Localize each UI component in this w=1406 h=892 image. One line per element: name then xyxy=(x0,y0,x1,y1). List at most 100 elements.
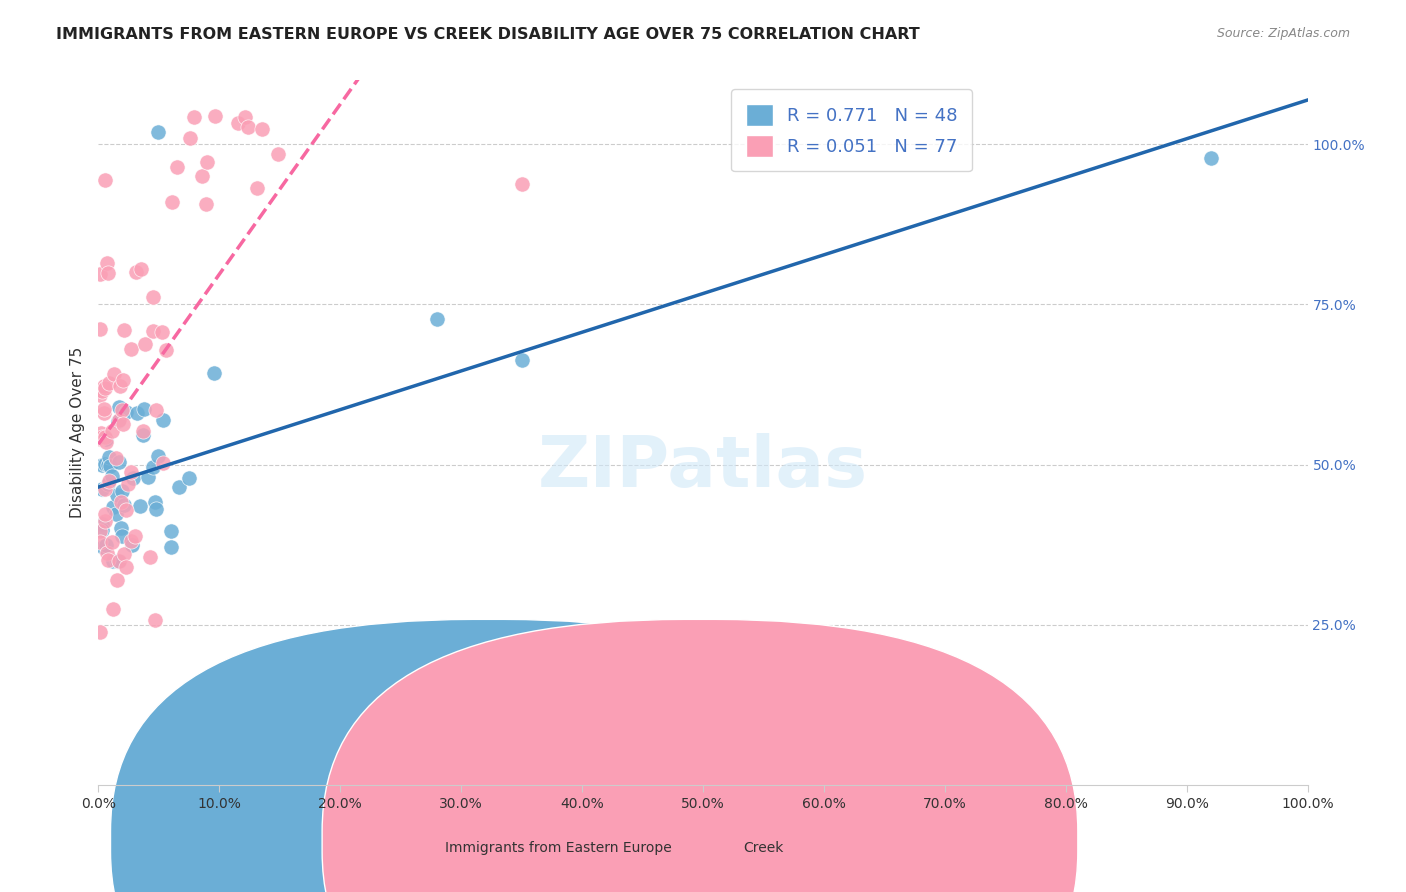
Point xyxy=(117,476,139,491)
Point xyxy=(152,456,174,470)
Point xyxy=(108,400,131,414)
Point xyxy=(91,430,114,444)
Point xyxy=(152,326,174,340)
Point xyxy=(134,337,156,351)
Point xyxy=(94,432,117,446)
Point xyxy=(143,495,166,509)
Point xyxy=(107,554,129,568)
Point xyxy=(120,533,142,548)
Point xyxy=(226,116,249,130)
Point xyxy=(233,110,256,124)
Point xyxy=(145,502,167,516)
Point xyxy=(194,197,217,211)
Point xyxy=(107,413,129,427)
Point xyxy=(121,538,143,552)
Point xyxy=(160,524,183,538)
Point xyxy=(94,457,117,471)
Point xyxy=(100,425,122,439)
Point xyxy=(510,353,533,368)
Point xyxy=(129,261,152,276)
Point xyxy=(142,325,165,339)
Point xyxy=(146,450,169,464)
Text: ZIPatlas: ZIPatlas xyxy=(538,434,868,502)
Point xyxy=(112,417,135,431)
Point xyxy=(110,495,132,509)
Point xyxy=(93,406,115,420)
Point xyxy=(191,169,214,183)
Point xyxy=(155,343,177,358)
Point xyxy=(108,554,131,568)
Legend: R = 0.771   N = 48, R = 0.051   N = 77: R = 0.771 N = 48, R = 0.051 N = 77 xyxy=(731,89,972,171)
Point xyxy=(124,529,146,543)
Point xyxy=(1199,151,1222,165)
Point xyxy=(94,507,117,521)
Point xyxy=(97,458,120,472)
Point xyxy=(89,388,111,402)
Point xyxy=(91,458,114,472)
Point xyxy=(177,471,200,485)
Point xyxy=(166,160,188,174)
Point xyxy=(112,323,135,337)
FancyBboxPatch shape xyxy=(111,619,866,892)
Point xyxy=(91,517,114,532)
Point xyxy=(104,451,127,466)
Point xyxy=(108,379,131,393)
Point xyxy=(89,432,111,446)
Point xyxy=(125,265,148,279)
Point xyxy=(97,475,120,489)
Point xyxy=(183,111,205,125)
Point xyxy=(202,366,225,380)
Point xyxy=(100,534,122,549)
Point xyxy=(93,514,115,528)
Point xyxy=(107,414,129,428)
Point xyxy=(89,524,111,538)
Point xyxy=(97,266,120,280)
Point xyxy=(103,367,125,381)
Point xyxy=(112,373,135,387)
Point xyxy=(94,381,117,395)
Point xyxy=(111,402,134,417)
Text: Source: ZipAtlas.com: Source: ZipAtlas.com xyxy=(1216,27,1350,40)
Point xyxy=(89,267,111,281)
Point xyxy=(105,488,128,502)
Point xyxy=(97,376,120,390)
Y-axis label: Disability Age Over 75: Disability Age Over 75 xyxy=(69,347,84,518)
Point xyxy=(160,540,183,554)
Point xyxy=(143,613,166,627)
Point xyxy=(127,406,149,420)
Point xyxy=(115,503,138,517)
Point xyxy=(89,431,111,445)
Point xyxy=(112,498,135,512)
Text: Creek: Creek xyxy=(744,841,783,855)
Point xyxy=(114,559,136,574)
Point xyxy=(97,450,120,464)
Point xyxy=(90,384,112,399)
Point xyxy=(94,435,117,450)
Point xyxy=(89,535,111,549)
Point xyxy=(139,550,162,565)
Point xyxy=(146,124,169,138)
Point xyxy=(145,403,167,417)
Point xyxy=(97,476,120,491)
Point xyxy=(160,195,183,210)
Point xyxy=(97,552,120,566)
Point xyxy=(89,321,111,335)
Point xyxy=(101,500,124,515)
Point xyxy=(101,601,124,615)
Point xyxy=(179,131,201,145)
Point xyxy=(108,554,131,568)
Point xyxy=(91,540,114,554)
Point xyxy=(204,109,226,123)
Point xyxy=(195,155,218,169)
Point xyxy=(96,546,118,560)
Point xyxy=(91,523,114,537)
Point xyxy=(238,120,260,135)
Point xyxy=(510,178,533,192)
Point xyxy=(91,482,114,496)
FancyBboxPatch shape xyxy=(322,619,1078,892)
Point xyxy=(142,290,165,304)
Point xyxy=(120,343,142,357)
Point xyxy=(115,405,138,419)
Point xyxy=(136,470,159,484)
Point xyxy=(96,538,118,552)
